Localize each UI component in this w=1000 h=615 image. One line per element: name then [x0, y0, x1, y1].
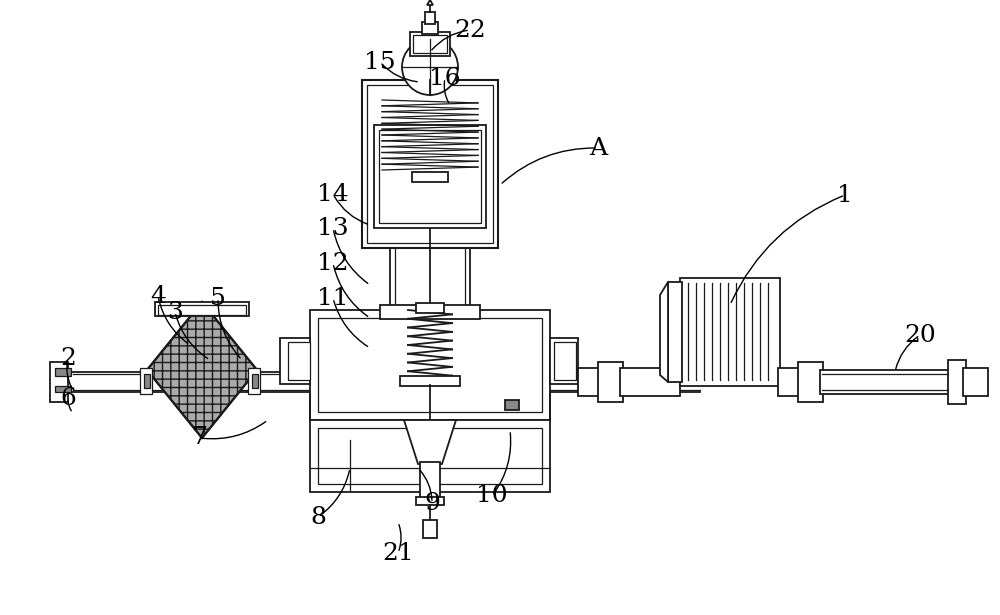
Bar	[155, 302, 249, 316]
Text: 11: 11	[317, 287, 349, 309]
Bar	[252, 374, 258, 388]
Bar	[310, 420, 550, 492]
Bar	[144, 374, 150, 388]
Polygon shape	[147, 302, 257, 438]
Text: 8: 8	[310, 506, 326, 528]
Circle shape	[402, 39, 458, 95]
Bar	[423, 520, 437, 538]
Text: 20: 20	[904, 323, 936, 346]
Bar	[50, 362, 68, 402]
Text: 21: 21	[382, 541, 414, 565]
Bar	[374, 125, 486, 228]
Bar	[416, 497, 444, 505]
Bar	[550, 338, 578, 384]
Bar	[318, 318, 542, 412]
Bar	[158, 305, 246, 315]
Bar	[554, 342, 576, 380]
Bar	[412, 172, 448, 182]
Text: 14: 14	[317, 183, 349, 205]
Bar	[620, 368, 680, 396]
Bar	[416, 303, 444, 313]
Text: 13: 13	[317, 216, 349, 239]
Bar	[362, 80, 498, 248]
Text: 7: 7	[192, 426, 208, 450]
Bar	[505, 400, 519, 410]
Text: 22: 22	[454, 18, 486, 41]
Bar	[367, 85, 493, 243]
Text: A: A	[589, 137, 607, 159]
Polygon shape	[427, 0, 433, 5]
Bar	[390, 180, 470, 312]
Bar	[413, 35, 447, 53]
Bar	[420, 462, 440, 498]
Bar	[598, 362, 623, 402]
Bar	[422, 22, 438, 34]
Text: 10: 10	[476, 485, 508, 507]
Bar	[963, 368, 988, 396]
Bar	[318, 428, 542, 484]
Text: 15: 15	[364, 50, 396, 74]
Text: 1: 1	[837, 183, 853, 207]
Bar	[948, 360, 966, 404]
Bar	[55, 368, 71, 376]
Bar	[400, 376, 460, 386]
Text: 2: 2	[60, 346, 76, 370]
Bar	[778, 368, 800, 396]
Bar	[578, 368, 600, 396]
Bar	[310, 310, 550, 420]
Text: 6: 6	[60, 386, 76, 410]
Text: 3: 3	[167, 301, 183, 323]
Bar	[280, 338, 310, 384]
Bar	[140, 368, 152, 394]
Text: 12: 12	[317, 252, 349, 274]
Text: 9: 9	[424, 491, 440, 515]
Bar	[798, 362, 823, 402]
Bar	[248, 368, 260, 394]
Polygon shape	[404, 420, 456, 464]
Bar	[668, 282, 682, 382]
Bar	[379, 130, 481, 223]
Text: 16: 16	[429, 66, 461, 90]
Bar	[395, 185, 465, 307]
Bar	[380, 305, 480, 319]
Bar	[680, 278, 780, 386]
Text: 5: 5	[210, 287, 226, 309]
Bar	[55, 386, 71, 392]
Polygon shape	[660, 282, 668, 382]
Bar	[425, 12, 435, 24]
Bar	[410, 32, 450, 56]
Text: 4: 4	[150, 285, 166, 308]
Bar	[288, 342, 310, 380]
Bar	[820, 370, 950, 394]
